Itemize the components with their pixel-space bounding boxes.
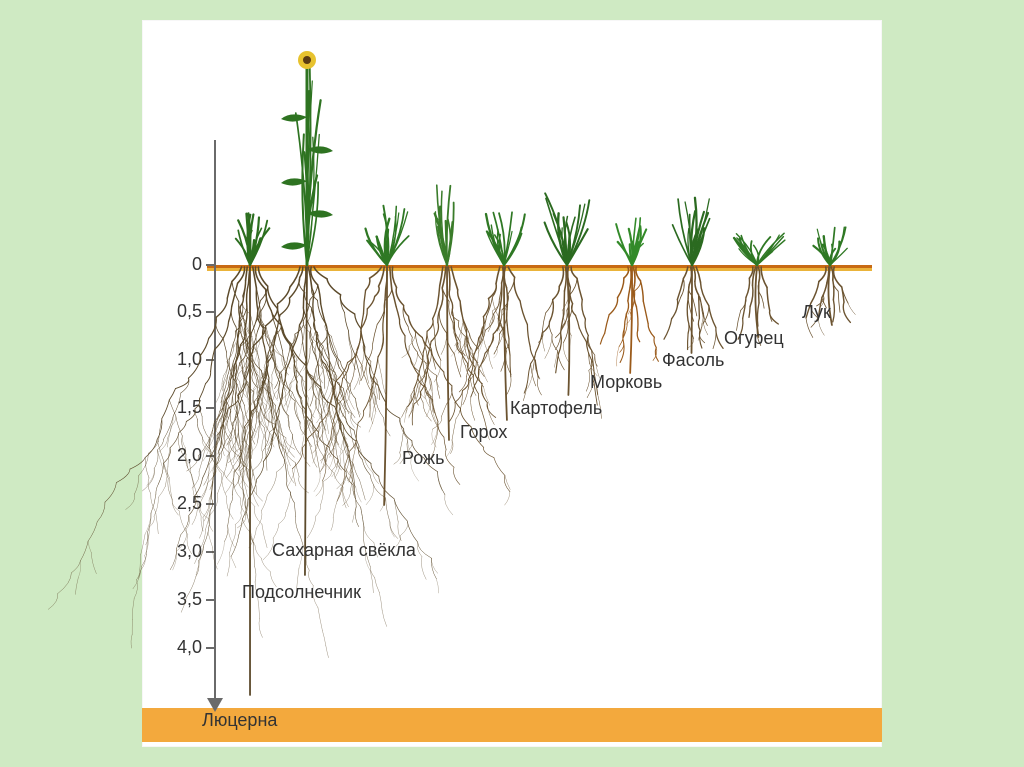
plant-label-onion: Лук [802,302,831,323]
plant-shoots [813,227,847,265]
plant-pea [474,206,534,426]
plant-label-pea: Горох [460,422,507,443]
axis-tick-label: 3,0 [162,541,202,562]
plant-shoots [236,213,270,265]
plant-shoots [673,198,710,265]
root-depth-diagram: 00,51,01,52,02,53,03,54,0ЛюцернаПодсолне… [142,20,882,747]
axis-tick-label: 4,0 [162,637,202,658]
plant-roots [523,267,601,419]
figure-card: 00,51,01,52,02,53,03,54,0ЛюцернаПодсолне… [142,20,882,747]
axis-tick [206,647,214,649]
plant-shoots [486,212,525,265]
plant-sunflower [277,56,337,581]
plant-bean [662,183,722,359]
plant-shoots [281,51,333,265]
plant-roots [600,267,658,373]
plant-label-carrot: Морковь [590,372,662,393]
plant-shoots [545,193,590,265]
axis-tick [206,264,214,266]
axis-tick [206,407,214,409]
plant-cucumber [727,229,787,343]
axis-tick-label: 2,5 [162,493,202,514]
axis-tick [206,359,214,361]
plant-shoots [616,218,646,265]
axis-tick [206,599,214,601]
axis-tick-label: 1,0 [162,349,202,370]
axis-tick [206,311,214,313]
plant-label-cucumber: Огурец [724,328,784,349]
plant-label-potato: Картофель [510,398,602,419]
plant-carrot [602,213,662,379]
plant-label-rye: Рожь [402,448,444,469]
axis-tick-label: 3,5 [162,589,202,610]
page-background: 00,51,01,52,02,53,03,54,0ЛюцернаПодсолне… [0,0,1024,767]
plant-shoots [734,233,785,265]
plant-shoots [435,185,454,265]
plant-rye [417,181,477,446]
axis-tick-label: 0 [162,254,202,275]
plant-label-sugar-beet: Сахарная свёкла [272,540,416,561]
plant-label-bean: Фасоль [662,350,724,371]
plant-label-sunflower: Подсолнечник [242,582,361,603]
plant-shoots [366,206,409,265]
plant-potato [537,189,597,401]
axis-tick-label: 0,5 [162,301,202,322]
plant-roots [664,267,723,353]
plant-label-alfalfa: Люцерна [202,710,277,731]
